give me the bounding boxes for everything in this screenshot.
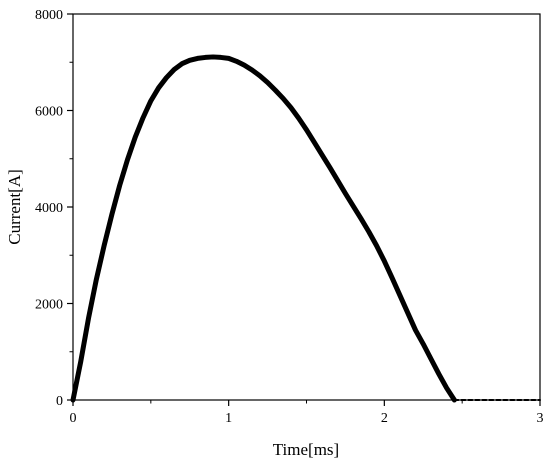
plot-border [72, 13, 541, 401]
x-tick-label: 2 [381, 411, 388, 426]
series-layer [70, 54, 541, 403]
axis-ticks [67, 13, 541, 406]
x-tick-label: 1 [225, 411, 232, 426]
x-axis-title: Time[ms] [273, 440, 339, 459]
y-tick-label: 8000 [35, 8, 63, 23]
y-tick-label: 0 [56, 394, 63, 409]
y-tick-label: 6000 [35, 105, 63, 120]
plot-frame [72, 13, 541, 401]
current-waveform-line [70, 54, 457, 403]
x-tick-label: 3 [537, 411, 544, 426]
y-axis-title: Current[A] [5, 169, 24, 245]
x-tick-label: 0 [70, 411, 77, 426]
y-tick-label: 2000 [35, 298, 63, 313]
y-tick-label: 4000 [35, 201, 63, 216]
tick-labels: 0 1 2 3 0 2000 4000 6000 8000 [35, 8, 544, 426]
